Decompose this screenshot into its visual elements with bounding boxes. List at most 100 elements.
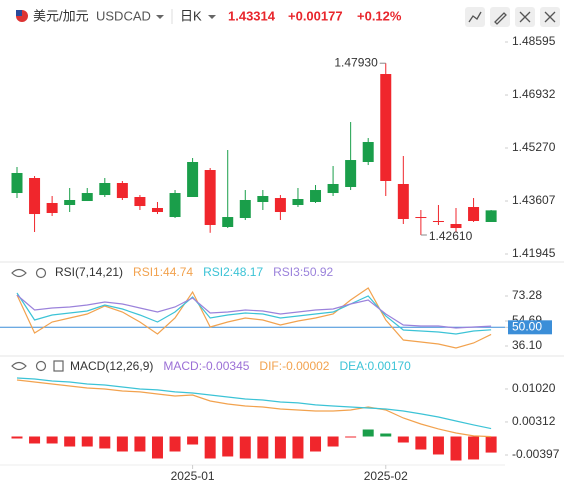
gear-icon[interactable] (35, 267, 47, 279)
y-tick-label: 1.43607 (512, 193, 556, 207)
high-annotation: 1.47930 (334, 55, 378, 69)
macd-bar (345, 436, 357, 438)
candle-body (11, 172, 23, 194)
panel-icons (11, 267, 64, 372)
gear-icon[interactable] (35, 360, 47, 372)
indicator-line (16, 287, 492, 349)
candle-body (450, 224, 462, 229)
candle-body (292, 199, 304, 206)
candle-body (29, 178, 41, 215)
macd-bar (485, 436, 497, 453)
candle-body (222, 217, 234, 227)
y-tick-label: 0.01020 (512, 381, 556, 395)
candle-body (169, 193, 181, 218)
macd-bar (64, 436, 76, 447)
macd-bar (274, 436, 286, 459)
low-annotation: 1.42610 (429, 229, 473, 243)
candle-body (46, 202, 58, 214)
candle-body (64, 199, 76, 206)
candle-body (239, 199, 251, 219)
macd-bar (292, 436, 304, 459)
macd-bar (222, 436, 234, 457)
toolbar (465, 7, 560, 27)
macd-bar (99, 436, 111, 449)
legend-entry: DEA:0.00170 (339, 359, 411, 373)
x-tick-label: 2025-02 (364, 469, 408, 483)
indicator-title: RSI(7,14,21) (55, 265, 123, 279)
macd-bar (327, 436, 339, 447)
macd-bar (397, 436, 409, 443)
tool-icon (519, 11, 531, 23)
candle-body (116, 183, 128, 199)
legend-entry: DIF:-0.00002 (259, 359, 329, 373)
y-tick-label: 1.46932 (512, 87, 556, 101)
candle-body (485, 210, 497, 222)
candle-body (415, 217, 427, 219)
macd-bar (204, 436, 216, 459)
price: 1.43314 (228, 8, 276, 23)
eye-icon[interactable] (11, 268, 27, 278)
macd-bar (169, 436, 181, 452)
y-tick-label: 50.00 (512, 319, 542, 333)
macd-bar (116, 436, 128, 452)
y-tick-label: 73.28 (512, 288, 542, 302)
period[interactable]: 日K (180, 8, 202, 23)
indicator-line (16, 379, 492, 438)
candle-body (345, 160, 357, 187)
macd-bar (310, 436, 322, 452)
candle-body (204, 170, 216, 225)
candle-body (257, 196, 269, 203)
dropdown-arrow[interactable] (156, 15, 164, 19)
indicator-line (16, 377, 492, 430)
macd-bar (415, 436, 427, 450)
macd-bar (187, 436, 199, 445)
macd-bar (81, 436, 93, 447)
eye-icon[interactable] (11, 361, 27, 371)
macd-bar (450, 436, 462, 461)
candle-body (187, 161, 199, 198)
candle-body (81, 193, 93, 202)
indicator-line (16, 292, 492, 335)
tick-highlight (508, 320, 552, 335)
change-percent: +0.12% (357, 8, 402, 23)
candle-body (327, 183, 339, 194)
symbol-name: 美元/加元 (33, 8, 89, 23)
macd-bar (11, 436, 23, 439)
candle-body (274, 198, 286, 213)
tool-icon (494, 12, 507, 25)
y-tick-label: 36.10 (512, 338, 542, 352)
legend-entry: RSI3:50.92 (273, 265, 333, 279)
dropdown-arrow[interactable] (208, 15, 216, 19)
tool-icon (468, 11, 482, 23)
y-tick-label: 0.00312 (512, 414, 556, 428)
macd-bar (134, 436, 146, 452)
legend-entry: RSI1:44.74 (133, 265, 193, 279)
macd-bar (46, 436, 58, 444)
candle-body (362, 142, 374, 162)
legend-entry: MACD:-0.00345 (163, 359, 249, 373)
macd-bar (29, 436, 41, 444)
y-tick-label: -0.00397 (512, 447, 560, 461)
flag-icon-part (16, 10, 22, 16)
legend-entry: RSI2:48.17 (203, 265, 263, 279)
lock-icon[interactable] (53, 360, 64, 372)
candle-body (468, 207, 480, 222)
macd-bar (432, 436, 444, 455)
macd-bar (362, 429, 374, 437)
macd-bar (151, 436, 163, 459)
y-tick-label: 1.45270 (512, 140, 556, 154)
symbol-code[interactable]: USDCAD (96, 8, 151, 23)
tool-icon (544, 11, 556, 23)
candle-body (310, 190, 322, 203)
x-tick-label: 2025-01 (171, 469, 215, 483)
change: +0.00177 (288, 8, 343, 23)
indicator-title: MACD(12,26,9) (70, 359, 153, 373)
candle-body (99, 183, 111, 196)
macd-bar (380, 433, 392, 437)
y-tick-label: 1.48595 (512, 34, 556, 48)
candle-body (432, 221, 444, 223)
macd-bar (257, 436, 269, 459)
candle-body (380, 74, 392, 181)
